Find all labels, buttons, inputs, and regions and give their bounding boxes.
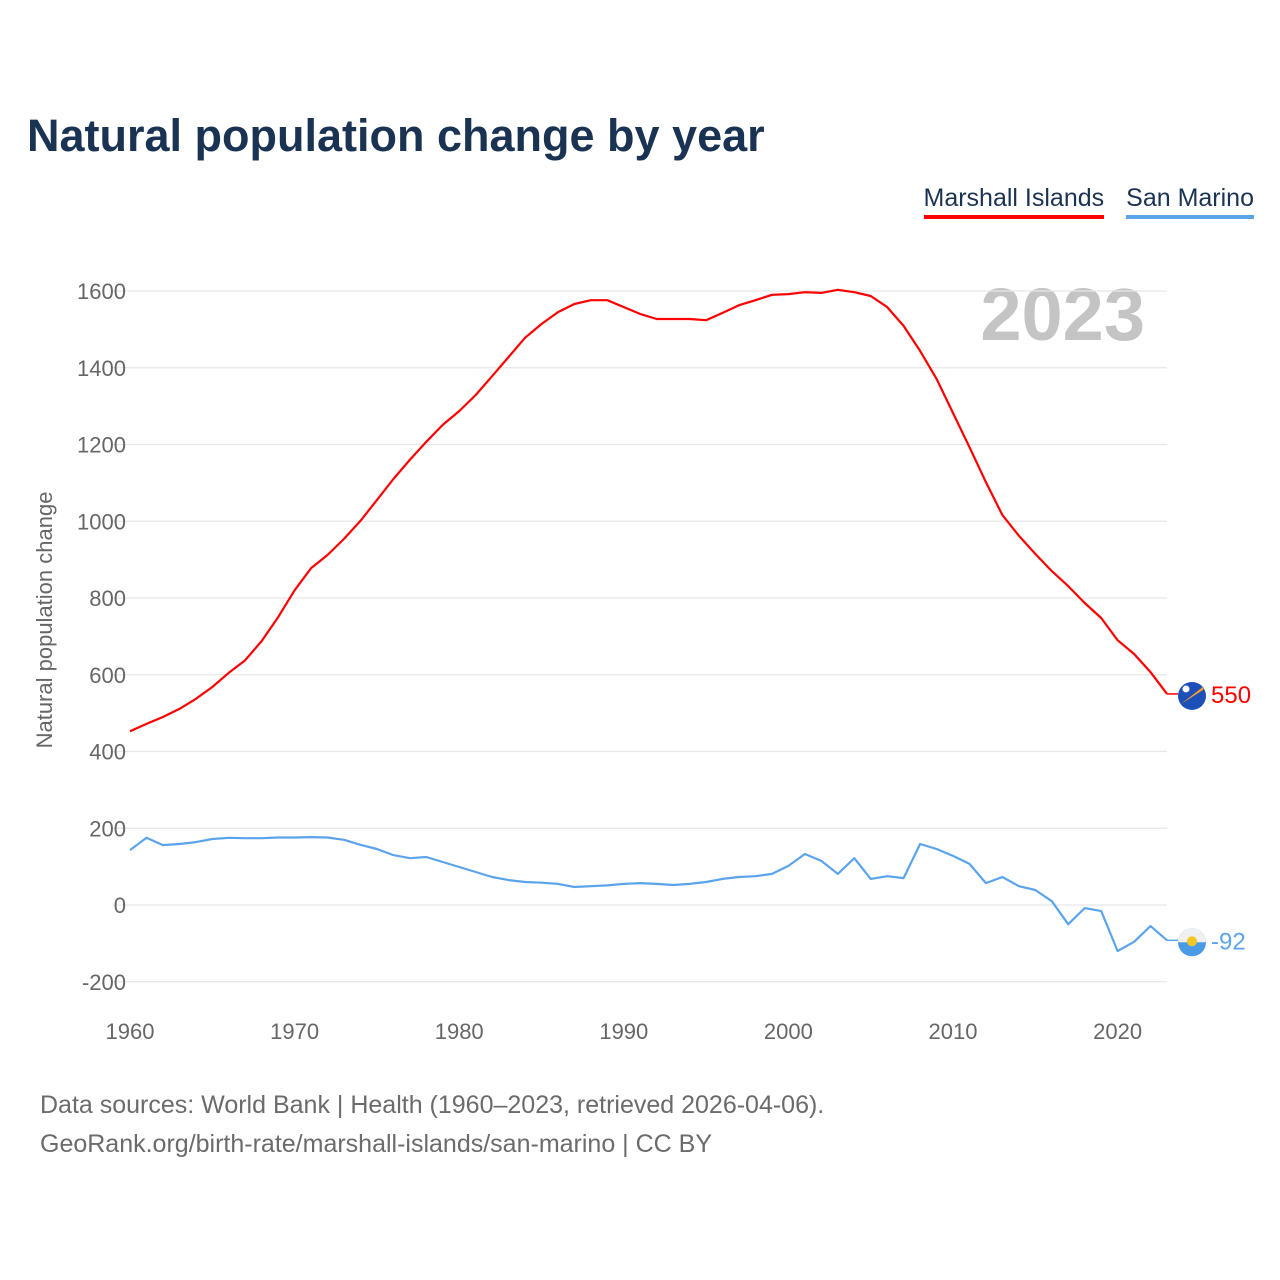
y-tick-label: 400 <box>89 740 126 765</box>
flag-stripe <box>1181 685 1204 704</box>
url-text[interactable]: GeoRank.org/birth-rate/marshall-islands/… <box>40 1130 713 1158</box>
x-tick-label: 2020 <box>1093 1019 1142 1044</box>
x-tick-label: 2010 <box>929 1019 978 1044</box>
flag-top <box>1178 928 1206 943</box>
end-value-label: -92 <box>1211 928 1246 955</box>
chart-title: Natural population change by year <box>27 110 765 161</box>
y-tick-label: 1200 <box>77 433 126 458</box>
y-tick-label: 1000 <box>77 509 126 534</box>
series-line-san-marino <box>129 835 1168 953</box>
flag-emblem <box>1187 936 1197 947</box>
y-tick-label: 0 <box>114 893 126 918</box>
legend-item-san-marino[interactable]: San Marino <box>1126 184 1254 219</box>
x-tick-label: 2000 <box>764 1019 813 1044</box>
series-line-marshall-islands <box>129 288 1168 733</box>
legend-item-marshall-islands[interactable]: Marshall Islands <box>923 184 1105 219</box>
y-tick-label: 600 <box>89 663 126 688</box>
x-tick-label: 1960 <box>106 1019 155 1044</box>
year-watermark: 2023 <box>980 273 1145 356</box>
y-tick-label: 200 <box>89 816 126 841</box>
footer: Data sources: World Bank | Health (1960–… <box>40 1086 824 1164</box>
y-tick-label: 1400 <box>77 356 126 381</box>
legend: Marshall Islands San Marino <box>923 184 1254 219</box>
x-tick-label: 1970 <box>270 1019 319 1044</box>
x-tick-label: 1980 <box>435 1019 484 1044</box>
y-axis-label: Natural population change <box>32 492 57 749</box>
x-tick-label: 1990 <box>599 1019 648 1044</box>
end-value-label: 550 <box>1211 682 1251 709</box>
y-tick-label: 800 <box>89 586 126 611</box>
y-tick-label: -200 <box>82 970 126 995</box>
y-tick-label: 1600 <box>77 279 126 304</box>
source-text: Data sources: World Bank | Health (1960–… <box>40 1091 825 1119</box>
flag-star <box>1182 685 1190 693</box>
